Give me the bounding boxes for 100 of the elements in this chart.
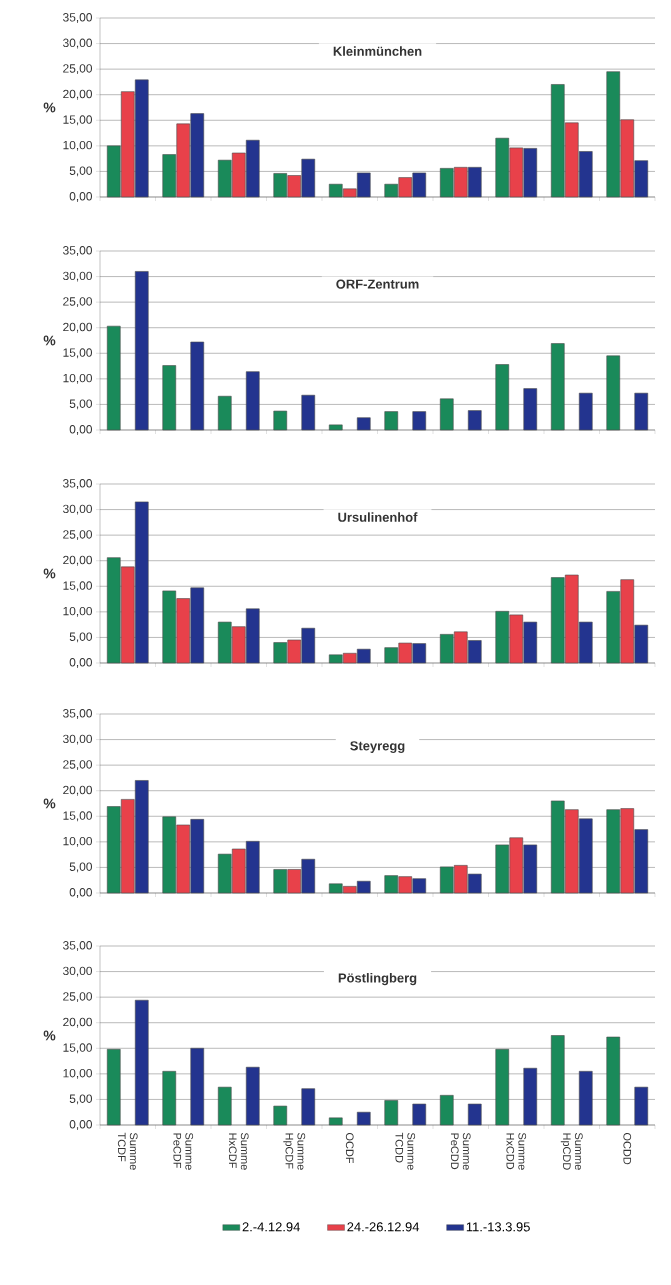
y-tick-label: 10,00: [63, 606, 93, 617]
y-tick-label: 0,00: [69, 425, 93, 435]
bar: [384, 411, 399, 431]
x-tick-label: Summe HxCDD: [506, 1133, 527, 1170]
x-tick-label: Summe PeCDF: [173, 1133, 194, 1170]
y-tick-label: 0,00: [69, 658, 93, 668]
x-tick-label: OCDD: [623, 1133, 632, 1165]
text: Pöstlingberg: [338, 973, 417, 986]
bar: [523, 1067, 538, 1126]
y-tick-label: 0,00: [69, 192, 93, 202]
bar: [217, 395, 232, 431]
bar: [467, 1103, 482, 1126]
bar: [134, 999, 149, 1126]
text: Kleinmünchen: [333, 46, 422, 56]
bar: [190, 1047, 205, 1126]
bar: [439, 398, 454, 431]
bar: [439, 1095, 454, 1126]
y-tick-label: 20,00: [63, 1017, 93, 1028]
bar: [106, 325, 121, 431]
y-tick-label: 20,00: [63, 555, 93, 566]
bar: [356, 417, 371, 431]
bar: [634, 1086, 649, 1126]
y-axis-title: %: [43, 798, 56, 809]
bar: [578, 392, 593, 431]
x-tick-label: OCDF: [345, 1133, 354, 1164]
y-tick-label: 30,00: [63, 734, 93, 745]
bar: [495, 1049, 510, 1126]
bar: [606, 355, 621, 431]
y-axis-title: %: [43, 102, 56, 113]
bar: [384, 1100, 399, 1126]
y-tick-label: 10,00: [63, 836, 93, 847]
bar: [245, 1066, 260, 1126]
y-tick-label: 35,00: [63, 479, 93, 489]
y-tick-label: 15,00: [63, 115, 93, 126]
y-axis-title: %: [43, 568, 56, 579]
y-tick-label: 0,00: [69, 888, 93, 898]
y-tick-label: 15,00: [63, 348, 93, 359]
x-tick-label: Summe HpCDD: [560, 1133, 583, 1170]
y-tick-label: 35,00: [63, 709, 93, 719]
legend-label: 2.-4.12.94: [242, 1222, 300, 1232]
text: Ursulinenhof: [338, 512, 418, 522]
bar: [328, 1117, 343, 1126]
bar: [301, 394, 316, 431]
bar: [328, 424, 343, 431]
y-tick-label: 30,00: [63, 38, 93, 49]
bar: [245, 371, 260, 431]
text: ORF-Zentrum: [336, 279, 419, 289]
y-tick-label: 5,00: [69, 632, 93, 643]
bar: [273, 410, 288, 431]
y-axis-title: %: [43, 1030, 56, 1041]
x-tick-label: Summe TCDD: [395, 1132, 416, 1170]
bar: [273, 1105, 288, 1126]
bar: [301, 1088, 316, 1126]
y-tick-label: 10,00: [63, 373, 93, 384]
y-tick-label: 15,00: [63, 811, 93, 822]
text: Steyregg: [350, 741, 405, 754]
x-tick-label: Summe TCDF: [117, 1132, 138, 1170]
y-tick-label: 5,00: [69, 862, 93, 873]
y-tick-label: 25,00: [63, 992, 93, 1003]
y-tick-label: 5,00: [69, 166, 93, 177]
y-tick-label: 15,00: [63, 1043, 93, 1054]
y-tick-label: 25,00: [63, 760, 93, 771]
y-tick-label: 15,00: [63, 581, 93, 592]
bar: [495, 364, 510, 431]
bar: [162, 1071, 177, 1126]
bar: [606, 1036, 621, 1126]
bar: [106, 1049, 121, 1126]
y-tick-label: 20,00: [63, 322, 93, 333]
bar: [217, 1086, 232, 1126]
y-tick-label: 10,00: [63, 140, 93, 151]
x-tick-label: Summe PeCDD: [450, 1133, 471, 1170]
y-tick-label: 25,00: [63, 530, 93, 541]
y-tick-label: 5,00: [69, 399, 93, 410]
legend-label: 11.-13.3.95: [466, 1222, 530, 1232]
y-tick-label: 35,00: [63, 941, 93, 951]
y-tick-label: 20,00: [63, 89, 93, 100]
bar: [523, 388, 538, 431]
y-tick-label: 30,00: [63, 966, 93, 977]
bar: [578, 1071, 593, 1126]
x-tick-label: Summe HxCDF: [228, 1133, 249, 1170]
bar: [162, 365, 177, 431]
x-tick-label: Summe HpCDF: [283, 1133, 306, 1170]
legend-label: 24.-26.12.94: [347, 1222, 420, 1232]
bar: [190, 341, 205, 431]
y-tick-label: 5,00: [69, 1094, 93, 1105]
y-tick-label: 35,00: [63, 13, 93, 23]
bar: [356, 1111, 371, 1126]
y-axis-title: %: [43, 335, 56, 346]
y-tick-label: 30,00: [63, 271, 93, 282]
bar: [412, 1103, 427, 1126]
y-tick-label: 30,00: [63, 504, 93, 515]
bar: [550, 343, 565, 431]
bar: [467, 410, 482, 431]
y-tick-label: 35,00: [63, 246, 93, 256]
bar: [634, 392, 649, 431]
bar: [412, 411, 427, 431]
y-tick-label: 25,00: [63, 297, 93, 308]
bar: [134, 271, 149, 431]
y-tick-label: 20,00: [63, 785, 93, 796]
y-tick-label: 25,00: [63, 64, 93, 75]
